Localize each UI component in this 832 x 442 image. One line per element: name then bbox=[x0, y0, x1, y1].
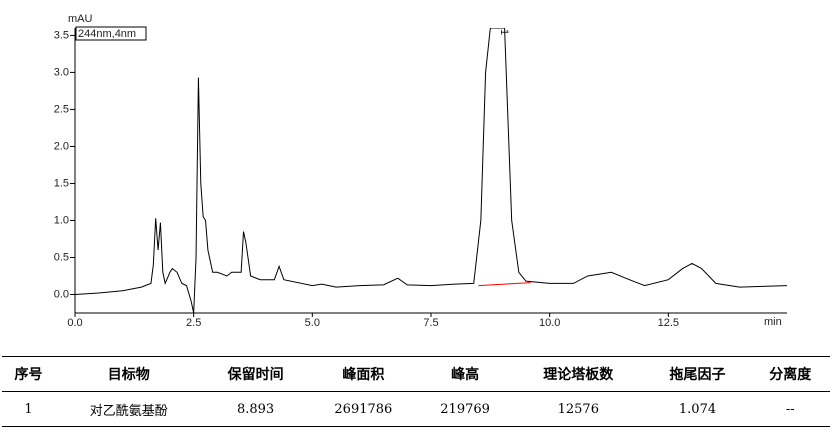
x-tick-label: 2.5 bbox=[186, 317, 201, 329]
table-row: 1 对乙酰氨基酚 8.893 2691786 219769 12576 1.074 -- bbox=[2, 391, 830, 427]
table-cell: 对乙酰氨基酚 bbox=[54, 391, 203, 427]
legend-text: 244nm,4nm bbox=[78, 28, 136, 40]
legend-box bbox=[75, 26, 147, 41]
x-tick-label: 12.5 bbox=[658, 317, 679, 329]
column-header: 序号 bbox=[2, 356, 55, 392]
result-table: 序号 目标物 保留时间 峰面积 峰高 理论塔板数 拖尾因子 分离度 1 对乙酰氨基酚 8.893 26… bbox=[2, 356, 830, 427]
chart: mAU min 244nm,4nm 1 0.0 0.5 1.0 1.5 2.0 2.5 3.… bbox=[54, 13, 787, 329]
column-header: 峰面积 bbox=[308, 356, 419, 392]
table-cell: 219769 bbox=[418, 391, 513, 427]
x-tick-label: 10.0 bbox=[539, 317, 560, 329]
y-tick-label: 0.5 bbox=[54, 251, 69, 263]
y-axis-label: mAU bbox=[68, 13, 93, 25]
table-cell: 2691786 bbox=[308, 391, 419, 427]
y-tick-label: 3.0 bbox=[54, 66, 69, 78]
column-header: 目标物 bbox=[54, 356, 203, 392]
x-tick-label: 0.0 bbox=[67, 317, 82, 329]
y-tick-label: 2.5 bbox=[54, 103, 69, 115]
y-tick-label: 0.0 bbox=[54, 288, 69, 300]
y-tick-label: 3.5 bbox=[54, 29, 69, 41]
column-header: 拖尾因子 bbox=[644, 356, 751, 392]
x-tick-label: 5.0 bbox=[305, 317, 320, 329]
column-header: 分离度 bbox=[750, 356, 830, 392]
column-header: 保留时间 bbox=[202, 356, 309, 392]
peak-label: 1 bbox=[498, 29, 510, 35]
y-tick-label: 1.0 bbox=[54, 214, 69, 226]
y-tick-label: 2.0 bbox=[54, 140, 69, 152]
table-cell: 8.893 bbox=[202, 391, 309, 427]
table-cell: 12576 bbox=[512, 391, 645, 427]
column-header: 峰高 bbox=[418, 356, 513, 392]
trace bbox=[75, 28, 787, 314]
x-axis-label: min bbox=[764, 316, 782, 328]
baseline bbox=[478, 282, 531, 287]
x-tick-label: 7.5 bbox=[423, 317, 438, 329]
table-cell: 1.074 bbox=[644, 391, 751, 427]
table-cell: 1 bbox=[2, 391, 55, 427]
y-tick-label: 1.5 bbox=[54, 177, 69, 189]
column-header: 理论塔板数 bbox=[512, 356, 645, 392]
table-cell: -- bbox=[750, 391, 830, 427]
